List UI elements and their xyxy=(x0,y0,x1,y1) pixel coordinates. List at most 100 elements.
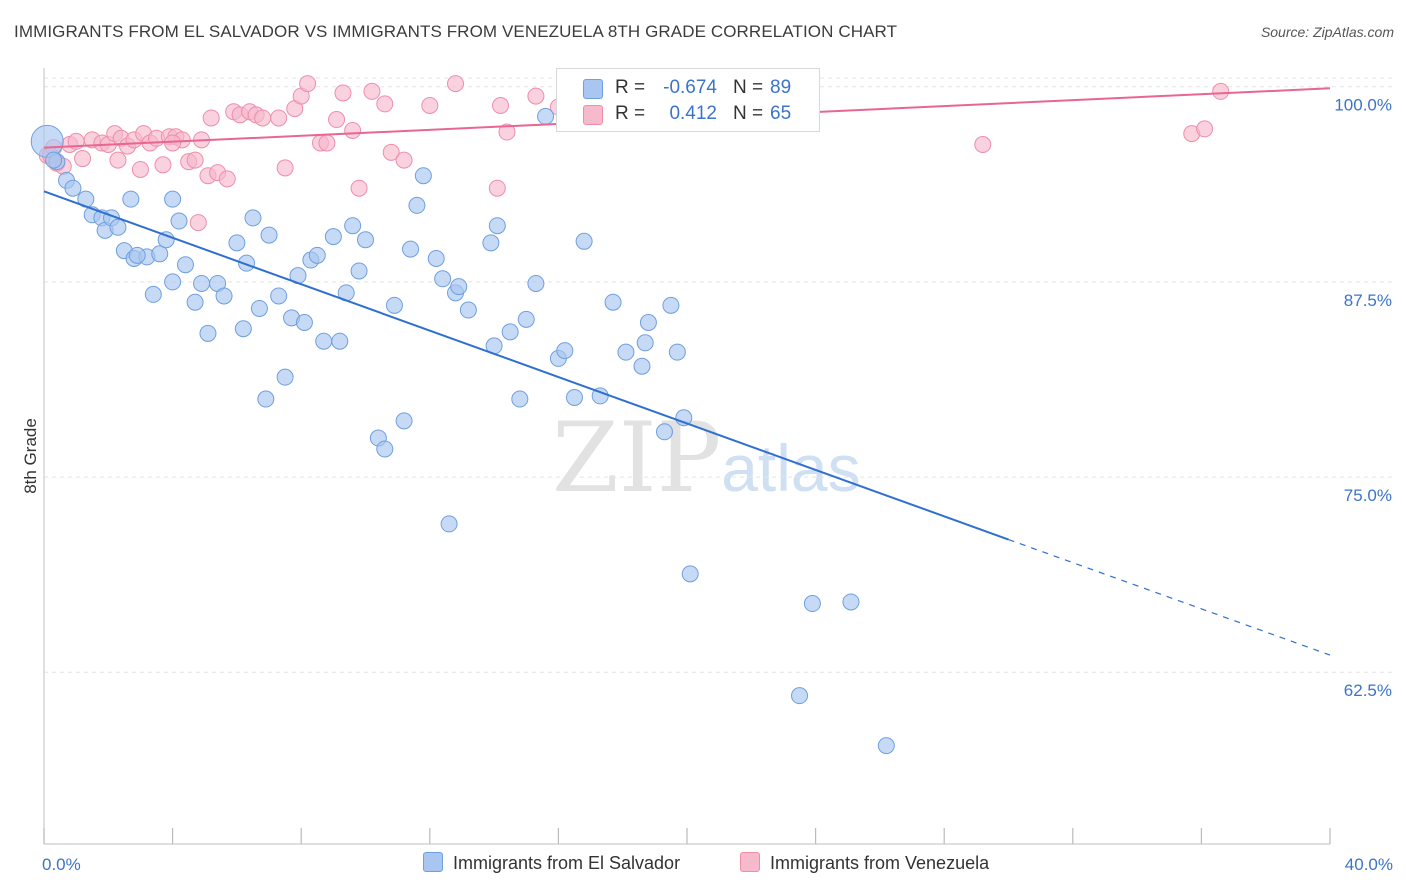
data-point-el-salvador xyxy=(170,212,188,230)
data-point-el-salvador xyxy=(295,314,313,332)
legend-n-label: N = xyxy=(733,103,764,124)
data-point-el-salvador xyxy=(385,296,403,314)
data-point-venezuela xyxy=(1196,120,1214,138)
data-point-el-salvador xyxy=(257,390,275,408)
data-point-el-salvador xyxy=(681,565,699,583)
data-point-el-salvador xyxy=(234,320,252,338)
data-point-venezuela xyxy=(218,170,236,188)
bottom-legend-label: Immigrants from Venezuela xyxy=(770,853,990,873)
data-point-venezuela xyxy=(254,109,272,127)
data-point-el-salvador xyxy=(376,440,394,458)
data-point-el-salvador xyxy=(109,218,127,236)
data-point-el-salvador xyxy=(791,687,809,705)
data-point-el-salvador xyxy=(164,190,182,208)
data-point-venezuela xyxy=(202,109,220,127)
data-point-venezuela xyxy=(189,214,207,232)
data-point-el-salvador xyxy=(488,217,506,235)
data-point-el-salvador xyxy=(128,246,146,264)
data-point-el-salvador xyxy=(450,278,468,296)
watermark-zip: ZIP xyxy=(552,402,722,514)
data-point-venezuela xyxy=(488,179,506,197)
data-point-el-salvador xyxy=(260,226,278,244)
bottom-legend-el-salvador: Immigrants from El Salvador xyxy=(423,852,680,874)
data-point-el-salvador xyxy=(414,167,432,185)
data-point-el-salvador xyxy=(176,256,194,274)
data-point-el-salvador xyxy=(842,593,860,611)
data-point-el-salvador xyxy=(315,332,333,350)
legend-swatch-pink xyxy=(583,105,603,125)
legend-r-label: R = xyxy=(615,103,646,124)
data-point-el-salvador xyxy=(402,240,420,258)
data-point-venezuela xyxy=(299,75,317,93)
data-point-el-salvador xyxy=(350,262,368,280)
tick-labels: 62.5% 75.0% 87.5% 100.0% 0.0% 40.0% 8th Grade xyxy=(21,96,1393,874)
data-point-el-salvador xyxy=(877,737,895,755)
data-point-el-salvador xyxy=(186,293,204,311)
legend-r-value: 0.412 xyxy=(669,103,717,124)
data-point-el-salvador xyxy=(517,310,535,328)
data-point-venezuela xyxy=(270,109,288,127)
y-tick-label: 62.5% xyxy=(1344,681,1392,700)
data-point-venezuela xyxy=(1212,82,1230,100)
y-tick-label: 100.0% xyxy=(1334,96,1392,115)
data-point-el-salvador xyxy=(250,299,268,317)
data-point-el-salvador xyxy=(565,388,583,406)
legend-n-value: 65 xyxy=(770,103,792,124)
data-point-venezuela xyxy=(154,156,172,174)
trend-line-el-salvador xyxy=(43,190,1009,541)
legend-n-value: 89 xyxy=(770,77,792,98)
data-point-venezuela xyxy=(492,96,510,114)
data-point-el-salvador xyxy=(639,314,657,332)
chart-title: IMMIGRANTS FROM EL SALVADOR VS IMMIGRANT… xyxy=(14,22,898,41)
trend-line-extension-el-salvador xyxy=(1008,538,1331,656)
data-point-el-salvador xyxy=(655,423,673,441)
data-point-el-salvador xyxy=(459,301,477,319)
data-point-el-salvador xyxy=(157,231,175,249)
data-point-el-salvador xyxy=(395,412,413,430)
data-point-el-salvador xyxy=(193,274,211,292)
data-point-el-salvador xyxy=(276,368,294,386)
data-point-el-salvador xyxy=(511,390,529,408)
data-point-el-salvador xyxy=(151,245,169,263)
x-tick-label-end: 40.0% xyxy=(1345,855,1393,874)
data-point-venezuela xyxy=(131,160,149,178)
data-point-venezuela xyxy=(974,136,992,154)
data-point-el-salvador xyxy=(344,217,362,235)
data-point-venezuela xyxy=(344,121,362,139)
data-point-el-salvador xyxy=(228,234,246,252)
data-point-el-salvador xyxy=(604,293,622,311)
data-point-el-salvador xyxy=(527,274,545,292)
data-point-el-salvador xyxy=(199,324,217,342)
chart-source: Source: ZipAtlas.com xyxy=(1260,24,1394,40)
data-point-venezuela xyxy=(382,143,400,161)
data-point-el-salvador xyxy=(30,124,64,158)
legend-swatch-blue xyxy=(583,79,603,99)
data-point-el-salvador xyxy=(482,234,500,252)
data-point-venezuela xyxy=(318,134,336,152)
data-point-el-salvador xyxy=(64,179,82,197)
data-point-el-salvador xyxy=(238,254,256,272)
data-point-el-salvador xyxy=(434,270,452,288)
legend-n-label: N = xyxy=(733,77,764,98)
data-points xyxy=(30,75,1230,755)
bottom-legend-venezuela: Immigrants from Venezuela xyxy=(740,852,989,874)
data-point-el-salvador xyxy=(556,342,574,360)
data-point-el-salvador xyxy=(164,273,182,291)
data-point-venezuela xyxy=(395,151,413,169)
data-point-venezuela xyxy=(527,87,545,105)
data-point-el-salvador xyxy=(636,334,654,352)
data-point-el-salvador xyxy=(408,196,426,214)
data-point-el-salvador xyxy=(308,246,326,264)
data-point-el-salvador xyxy=(45,151,63,169)
data-point-venezuela xyxy=(498,123,516,141)
data-point-el-salvador xyxy=(662,296,680,314)
data-point-venezuela xyxy=(328,111,346,129)
data-point-el-salvador xyxy=(501,323,519,341)
bottom-legend-swatch-blue xyxy=(423,852,443,872)
data-point-el-salvador xyxy=(803,595,821,613)
data-point-el-salvador xyxy=(633,357,651,375)
data-point-el-salvador xyxy=(537,107,555,125)
y-tick-label: 87.5% xyxy=(1344,291,1392,310)
data-point-venezuela xyxy=(186,151,204,169)
